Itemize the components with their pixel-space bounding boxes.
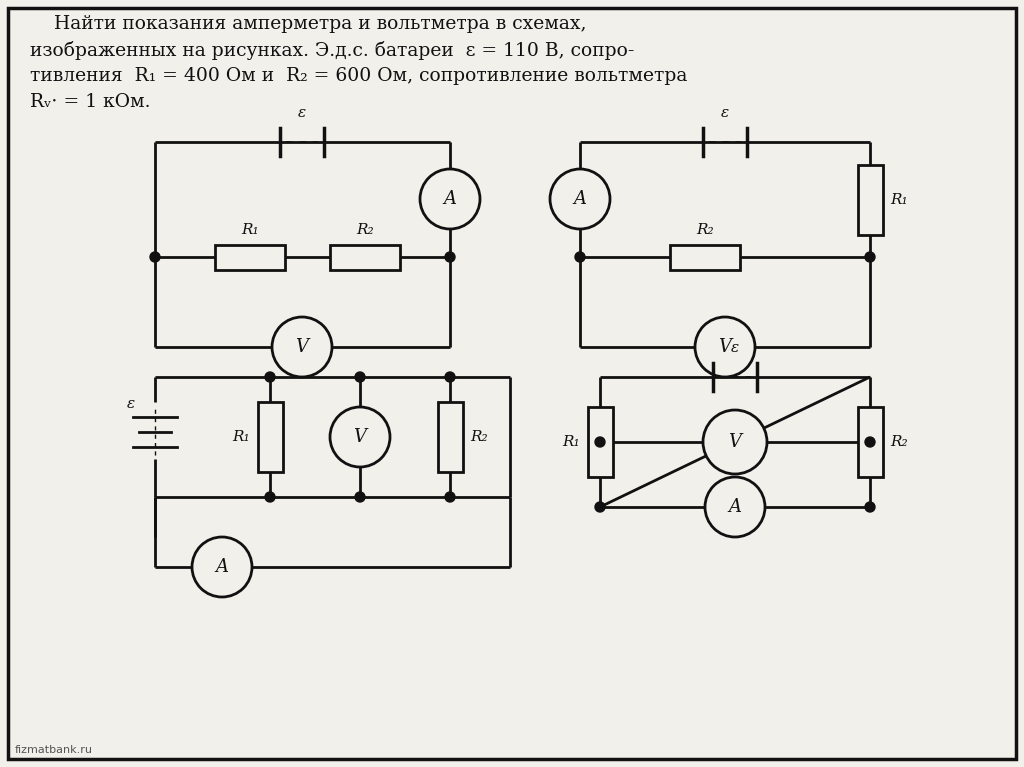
Circle shape xyxy=(330,407,390,467)
Circle shape xyxy=(865,502,874,512)
Text: R₁: R₁ xyxy=(562,435,580,449)
Bar xyxy=(330,245,400,269)
Text: ε: ε xyxy=(298,106,306,120)
Text: ε: ε xyxy=(127,397,135,411)
Circle shape xyxy=(265,492,275,502)
Circle shape xyxy=(865,437,874,447)
Circle shape xyxy=(445,372,455,382)
Circle shape xyxy=(193,537,252,597)
Circle shape xyxy=(865,252,874,262)
Text: V: V xyxy=(296,338,308,356)
Text: Rᵥ⋅ = 1 кОм.: Rᵥ⋅ = 1 кОм. xyxy=(30,93,151,111)
Bar xyxy=(670,245,740,269)
Text: ε: ε xyxy=(731,341,739,355)
Circle shape xyxy=(445,252,455,262)
Bar xyxy=(215,245,285,269)
Bar xyxy=(857,407,883,477)
Text: R₂: R₂ xyxy=(891,435,908,449)
Circle shape xyxy=(703,410,767,474)
Text: Найти показания амперметра и вольтметра в схемах,: Найти показания амперметра и вольтметра … xyxy=(30,15,587,33)
Circle shape xyxy=(355,492,365,502)
Circle shape xyxy=(272,317,332,377)
Text: A: A xyxy=(728,498,741,516)
Circle shape xyxy=(705,477,765,537)
Text: R₁: R₁ xyxy=(891,193,908,207)
Circle shape xyxy=(265,372,275,382)
Bar xyxy=(437,402,463,472)
Text: R₂: R₂ xyxy=(470,430,488,444)
Bar xyxy=(857,165,883,235)
Text: ε: ε xyxy=(721,106,729,120)
Circle shape xyxy=(575,252,585,262)
Text: A: A xyxy=(215,558,228,576)
Text: R₂: R₂ xyxy=(696,222,714,236)
Text: R₁: R₁ xyxy=(242,222,259,236)
Circle shape xyxy=(445,492,455,502)
Text: V: V xyxy=(728,433,741,451)
Text: V: V xyxy=(719,338,731,356)
Text: тивления  R₁ = 400 Ом и  R₂ = 600 Ом, сопротивление вольтметра: тивления R₁ = 400 Ом и R₂ = 600 Ом, сопр… xyxy=(30,67,687,85)
Bar xyxy=(588,407,612,477)
Text: A: A xyxy=(573,190,587,208)
Circle shape xyxy=(695,317,755,377)
Circle shape xyxy=(595,502,605,512)
Text: fizmatbank.ru: fizmatbank.ru xyxy=(15,745,93,755)
Text: R₁: R₁ xyxy=(231,430,250,444)
Circle shape xyxy=(420,169,480,229)
Text: A: A xyxy=(443,190,457,208)
Circle shape xyxy=(595,437,605,447)
Circle shape xyxy=(150,252,160,262)
Bar xyxy=(257,402,283,472)
Circle shape xyxy=(355,372,365,382)
Text: R₂: R₂ xyxy=(356,222,374,236)
Text: изображенных на рисунках. Э.д.с. батареи  ε = 110 В, сопро-: изображенных на рисунках. Э.д.с. батареи… xyxy=(30,41,635,60)
Text: V: V xyxy=(353,428,367,446)
Circle shape xyxy=(550,169,610,229)
